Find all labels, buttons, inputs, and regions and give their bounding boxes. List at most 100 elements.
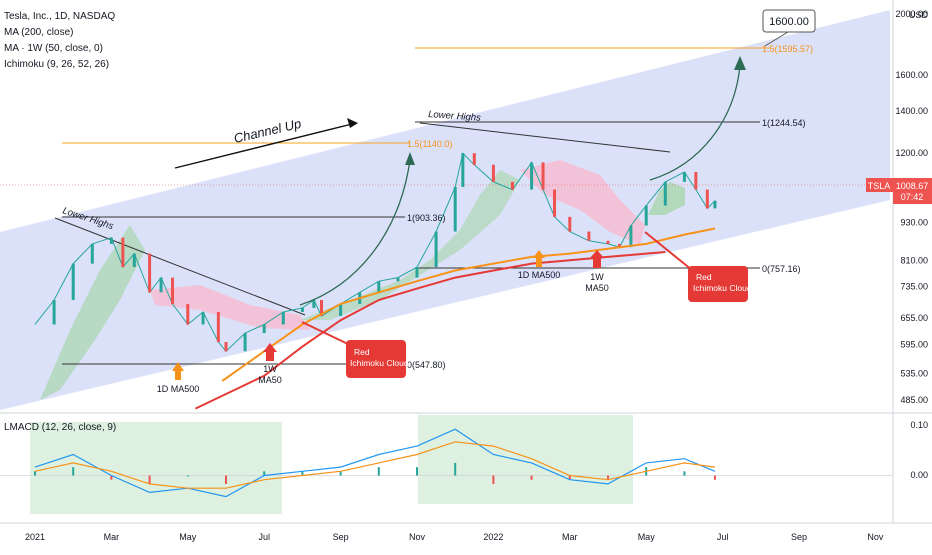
price-candle xyxy=(553,189,557,217)
fib-903-label: 1(903.36) xyxy=(407,213,446,223)
price-candle xyxy=(694,171,698,190)
price-candle xyxy=(90,243,94,264)
price-candle xyxy=(472,153,476,165)
last-price-value: 1008.67 xyxy=(896,181,929,191)
price-candle xyxy=(171,277,175,304)
ma50-arrow-2-icon xyxy=(590,250,604,268)
target-box[interactable] xyxy=(762,9,816,33)
time-tick-label: Nov xyxy=(867,532,884,542)
time-tick-label: Mar xyxy=(562,532,578,542)
price-candle xyxy=(132,253,136,268)
time-axis[interactable]: 2021 Mar May Jul Sep Nov 2022 Mar May Jul Sep Nov xyxy=(25,532,884,542)
price-tick-label: 655.00 xyxy=(900,313,928,323)
projection-arrow-1-head xyxy=(405,152,415,165)
price-candle xyxy=(377,281,381,293)
red-cloud-1-line-1: Red xyxy=(354,347,370,357)
lmacd-histogram-bar xyxy=(377,467,380,476)
lmacd-histogram-bar xyxy=(454,462,457,476)
lower-highs-trendline-2 xyxy=(419,122,671,153)
ticker-label: TSLA xyxy=(868,181,891,191)
lmacd-layer xyxy=(0,428,893,498)
lmacd-signal-line xyxy=(34,441,716,489)
lmacd-histogram-bar xyxy=(186,475,189,477)
price-candle xyxy=(121,237,125,268)
target-label: 1600.00 xyxy=(769,16,809,28)
ma200-series-line xyxy=(221,227,716,382)
target-pointer xyxy=(764,31,789,47)
price-candle xyxy=(312,300,316,308)
ma1w-series-line xyxy=(194,251,666,410)
lmacd-histogram-bar xyxy=(607,475,609,480)
series-layer xyxy=(34,152,717,410)
ma500-arrow-1-icon xyxy=(172,362,184,380)
red-cloud-2-line-2: Ichimoku Cloud xyxy=(693,283,752,293)
price-candle xyxy=(300,307,304,312)
price-candle xyxy=(629,225,633,248)
price-tick-label: 810.00 xyxy=(900,255,928,265)
price-candle xyxy=(682,171,686,182)
channel-up-arrow xyxy=(174,123,353,169)
lower-highs-trendline-1 xyxy=(54,217,306,316)
channel-up-arrow-head xyxy=(347,118,358,128)
lmacd-histogram-bar xyxy=(568,475,571,480)
lmacd-histogram-bar xyxy=(530,475,533,480)
ma50-label-1b: MA50 xyxy=(258,375,282,385)
time-tick-label: 2021 xyxy=(25,532,45,542)
last-price-badge xyxy=(893,178,932,204)
price-candle xyxy=(530,162,534,190)
red-cloud-callout-2-pointer xyxy=(644,231,693,271)
time-tick-label: Sep xyxy=(333,532,349,542)
lmacd-histogram-bar xyxy=(492,475,495,484)
currency-label: USD xyxy=(909,10,929,20)
time-tick-label: Jul xyxy=(717,532,729,542)
price-candle xyxy=(216,311,220,343)
price-candle xyxy=(148,253,152,293)
lmacd-histogram-bar xyxy=(72,467,75,476)
projection-arrow-2 xyxy=(649,64,741,181)
lmacd-tick-000: 0.00 xyxy=(910,470,928,480)
ma50-label-2b: MA50 xyxy=(585,283,609,293)
red-cloud-callout-2 xyxy=(688,266,748,302)
lmacd-histogram-bar xyxy=(339,471,342,476)
time-tick-label: Jul xyxy=(258,532,270,542)
time-tick-label: Sep xyxy=(791,532,807,542)
price-candle xyxy=(201,311,205,325)
price-candle xyxy=(415,267,419,278)
ma500-arrow-2-icon xyxy=(533,250,545,267)
fib-1600-label: 1.5(1595.57) xyxy=(762,44,813,54)
header-indicator-1: MA (200, close) xyxy=(4,27,73,38)
price-tick-label: 1400.00 xyxy=(895,106,928,116)
price-candle xyxy=(159,277,163,293)
time-tick-label: May xyxy=(638,532,656,542)
lmacd-histogram-bar xyxy=(263,471,266,476)
fib-757-label: 0(757.16) xyxy=(762,264,801,274)
lmacd-histogram-bar xyxy=(34,471,36,476)
lmacd-zone-2 xyxy=(418,415,633,504)
fib-1244-label: 1(1244.54) xyxy=(762,118,806,128)
ichimoku-cloud-red-1 xyxy=(150,285,310,330)
price-candle xyxy=(434,231,438,268)
lmacd-label: LMACD (12, 26, close, 9) xyxy=(4,422,116,433)
price-candle xyxy=(396,277,400,282)
price-tick-label: 1600.00 xyxy=(895,70,928,80)
ma500-label-1: 1D MA500 xyxy=(157,384,200,394)
lmacd-histogram-bar xyxy=(301,471,304,476)
red-cloud-2-line-1: Red xyxy=(696,272,712,282)
red-cloud-1-line-2: Ichimoku Cloud xyxy=(350,358,409,368)
lmacd-tick-010: 0.10 xyxy=(910,420,928,430)
time-tick-label: 2022 xyxy=(483,532,503,542)
last-price-countdown: 07:42 xyxy=(901,192,924,202)
price-candle xyxy=(186,303,190,325)
price-candle xyxy=(339,303,343,317)
price-candle xyxy=(587,231,591,241)
price-axis[interactable]: 2000.001600.001400.001200.001050.00930.0… xyxy=(895,9,928,405)
price-candle xyxy=(52,300,56,325)
price-candle xyxy=(262,324,266,334)
price-candle xyxy=(224,342,228,352)
projection-arrow-1 xyxy=(299,159,411,306)
fib-1140-label: 1.5(1140.0) xyxy=(407,139,452,149)
header-symbol: Tesla, Inc., 1D, NASDAQ xyxy=(4,11,115,22)
header-indicator-2: MA · 1W (50, close, 0) xyxy=(4,43,103,54)
